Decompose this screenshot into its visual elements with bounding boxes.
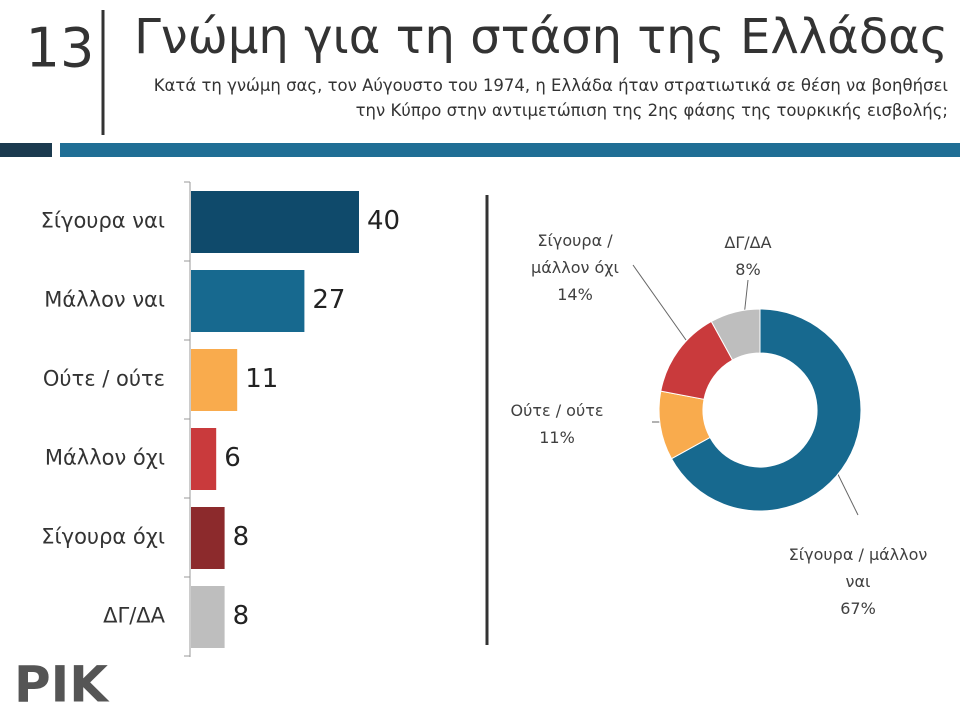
- category-label: ΔΓ/ΔΑ: [103, 604, 166, 628]
- category-label: Ούτε / ούτε: [43, 367, 165, 391]
- value-label: 6: [224, 443, 241, 473]
- donut-slice: [710, 308, 761, 361]
- title: Γνώμη για τη στάση της Ελλάδας: [134, 9, 948, 65]
- slice-label: Ούτε / ούτε: [510, 401, 604, 420]
- value-label: 8: [233, 601, 250, 631]
- header-band: [0, 143, 52, 157]
- slice-value-label: 14%: [557, 285, 593, 304]
- bar: [191, 586, 225, 648]
- bar: [191, 507, 225, 569]
- value-label: 27: [312, 285, 345, 315]
- value-label: 11: [245, 364, 278, 394]
- slice-label: Σίγουρα / μάλλον όχι: [531, 231, 619, 277]
- slice-value-label: 67%: [840, 599, 876, 618]
- category-label: Μάλλον όχι: [45, 446, 165, 470]
- logo: ΡΙΚ: [14, 656, 110, 714]
- slide-number: 13: [26, 17, 95, 80]
- category-label: Μάλλον ναι: [44, 288, 165, 312]
- leader-line: [632, 264, 687, 341]
- slice-label: ΔΓ/ΔΑ: [724, 233, 772, 252]
- slice-value-label: 8%: [735, 260, 761, 279]
- slice-label: Σίγουρα / μάλλον ναι: [788, 545, 928, 591]
- bar: [191, 191, 359, 253]
- bar: [191, 428, 217, 490]
- category-label: Σίγουρα ναι: [41, 209, 165, 233]
- slice-value-label: 11%: [539, 428, 575, 447]
- header-band: [60, 143, 960, 157]
- value-label: 40: [367, 206, 400, 236]
- donut-slice: [670, 308, 862, 512]
- bar: [191, 270, 305, 332]
- bar: [191, 349, 238, 411]
- subtitle: Κατά τη γνώμη σας, τον Αύγουστο του 1974…: [153, 76, 948, 120]
- category-label: Σίγουρα όχι: [41, 525, 165, 549]
- value-label: 8: [233, 522, 250, 552]
